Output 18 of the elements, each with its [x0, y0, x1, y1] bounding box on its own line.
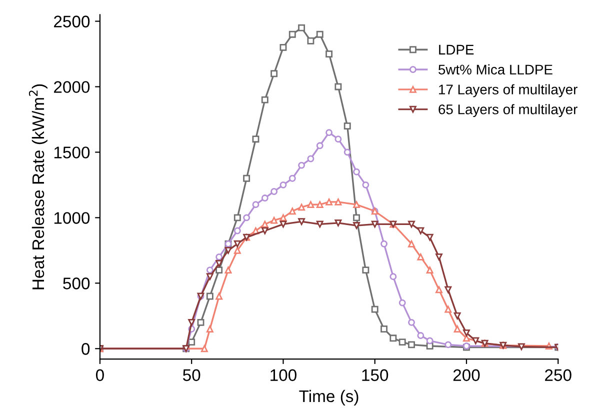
- y-tick-label: 2000: [54, 81, 90, 93]
- x-axis-title: Time (s): [299, 390, 358, 406]
- x-tick-label: 250: [545, 369, 572, 382]
- y-tick-label: 500: [63, 278, 90, 290]
- legend-label: 65 Layers of multilayer: [438, 104, 578, 118]
- y-tick-label: 1500: [54, 146, 90, 158]
- y-tick-label: 1000: [54, 212, 90, 224]
- x-tick-label: 100: [270, 369, 296, 382]
- x-tick-label: 200: [453, 369, 480, 382]
- y-tick-label: 2500: [54, 16, 90, 28]
- y-axis-title: Heat Release Rate (kW/m$^{2}$): [28, 84, 48, 290]
- x-tick-label: 0: [96, 369, 104, 382]
- x-tick-label: 150: [362, 369, 388, 382]
- x-tick-label: 50: [182, 369, 200, 382]
- legend-label: 17 Layers of multilayer: [439, 84, 578, 98]
- y-tick-label: 0: [82, 343, 90, 355]
- legend-label: 5wt% Mica LLDPE: [438, 64, 552, 75]
- legend-label: LDPE: [439, 44, 474, 54]
